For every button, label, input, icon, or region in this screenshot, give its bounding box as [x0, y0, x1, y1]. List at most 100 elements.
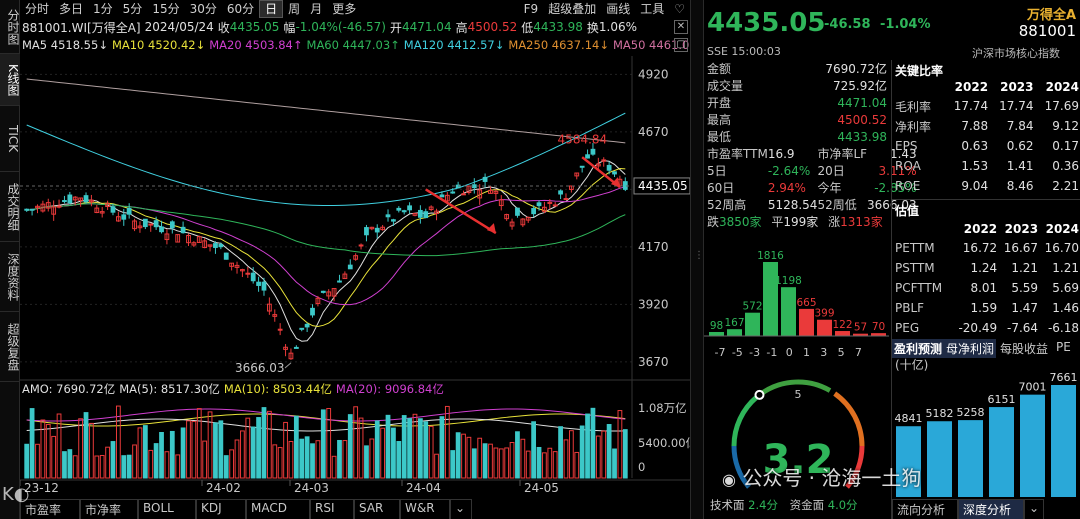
- candle: [396, 207, 402, 211]
- tab-macd[interactable]: MACD: [246, 499, 310, 519]
- volume-bar: [455, 432, 461, 479]
- tab-weekly[interactable]: 周: [288, 2, 301, 16]
- volume-bar: [353, 406, 359, 479]
- sidebar-item-depth[interactable]: 深度资料: [0, 242, 20, 312]
- volume-bar: [40, 419, 46, 479]
- settings-icon[interactable]: ▢: [674, 38, 688, 52]
- forecast-bar: [1051, 385, 1076, 497]
- volume-bar: [520, 438, 526, 479]
- volume-bar: [51, 435, 57, 479]
- tab-forecast[interactable]: 盈利预测: [892, 339, 945, 358]
- tab-wr[interactable]: W&R: [400, 499, 450, 519]
- candle: [245, 272, 251, 275]
- drag-handle-icon[interactable]: ⋮: [694, 250, 704, 261]
- volume-bar: [72, 455, 78, 479]
- tab-30min[interactable]: 30分: [189, 2, 217, 16]
- chevron-down-icon[interactable]: ⌄: [450, 499, 472, 519]
- volume-bar: [331, 455, 337, 479]
- volume-bar: [574, 451, 580, 479]
- tab-eps[interactable]: 每股收益: [1000, 342, 1049, 356]
- stat-label: 市盈率TTM: [707, 147, 768, 161]
- volume-bar: [563, 439, 569, 479]
- tab-daily[interactable]: 日: [259, 0, 284, 18]
- stat-value: 3.11%: [878, 163, 917, 178]
- tab-multiday[interactable]: 多日: [59, 2, 84, 16]
- ma10-line: [26, 168, 626, 328]
- kline-chart[interactable]: 4920467044204170392036703666.034584.8444…: [20, 54, 690, 519]
- panel-splitter[interactable]: ⋮: [690, 0, 704, 519]
- candle: [67, 194, 73, 204]
- volume-bar: [304, 436, 310, 479]
- candle: [266, 303, 272, 312]
- volume-bar: [186, 420, 191, 479]
- candle: [331, 288, 337, 297]
- turn-label: 换: [586, 20, 599, 35]
- stat-label: 60日: [707, 181, 735, 195]
- candle: [520, 218, 526, 226]
- candle: [218, 243, 224, 248]
- tab-pe[interactable]: 市盈率: [20, 499, 80, 519]
- ratio-row: 毛利率 17.74 17.74 17.69: [895, 96, 1079, 116]
- fund-score: 4.0分: [827, 498, 858, 512]
- f9-button[interactable]: F9: [523, 2, 539, 16]
- volume-bar: [423, 421, 429, 479]
- low-annotation-line: [284, 362, 292, 369]
- tools-button[interactable]: 工具: [640, 2, 665, 16]
- ma250-line: [26, 78, 626, 144]
- overlay-button[interactable]: 超级叠加: [548, 2, 597, 16]
- sidebar-item-review[interactable]: 超级复盘: [0, 312, 20, 382]
- tab-1min[interactable]: 1分: [93, 2, 113, 16]
- volume-bar: [283, 421, 288, 479]
- tab-sar[interactable]: SAR: [354, 499, 400, 519]
- candle: [477, 189, 483, 199]
- tab-monthly[interactable]: 月: [310, 2, 323, 16]
- date-tick-label: 24-05: [524, 481, 559, 495]
- tab-5min[interactable]: 5分: [122, 2, 143, 16]
- volume-bars: [24, 405, 628, 479]
- tab-15min[interactable]: 15分: [152, 2, 180, 16]
- stat-label: 今年: [817, 181, 842, 195]
- tab-rsi[interactable]: RSI: [310, 499, 354, 519]
- tab-60min[interactable]: 60分: [226, 2, 255, 16]
- valuation-value: 16.67: [1003, 241, 1039, 255]
- heart-icon[interactable]: ♡: [674, 2, 685, 16]
- arrow-head: [610, 177, 620, 188]
- quote-value: 7690.72亿: [825, 62, 887, 76]
- tab-pb[interactable]: 市净率: [80, 499, 138, 519]
- volume-bar: [207, 411, 213, 479]
- volume-bar: [450, 450, 456, 479]
- tab-pe-forecast[interactable]: PE: [1056, 340, 1071, 354]
- sidebar-item-intraday[interactable]: 分时图: [0, 0, 20, 54]
- chevron-down-icon[interactable]: ⌄: [1024, 499, 1044, 519]
- sidebar-item-trades[interactable]: 成交明细: [0, 172, 20, 242]
- valuation-row: PSTTM 1.24 1.21 1.21: [895, 258, 1079, 278]
- quote-value: 4500.52: [837, 112, 887, 127]
- quote-row: 最高 4500.52: [707, 111, 887, 128]
- volume-bar: [223, 455, 229, 479]
- tab-boll[interactable]: BOLL: [138, 499, 196, 519]
- tab-more[interactable]: 更多: [332, 2, 357, 16]
- candle: [207, 244, 213, 247]
- tab-net-profit[interactable]: 母净利润: [944, 339, 997, 358]
- date-tick-label: 23-12: [24, 481, 59, 495]
- draw-line-button[interactable]: 画线: [606, 2, 631, 16]
- candle: [105, 203, 110, 208]
- candle: [24, 208, 30, 211]
- close-icon[interactable]: ✕: [674, 20, 688, 34]
- volume-bar: [261, 407, 267, 479]
- year-header: 2023: [1000, 80, 1034, 94]
- ratio-row: EPS 0.63 0.62 0.17: [895, 136, 1079, 156]
- security-name: 万得全A: [1026, 8, 1076, 23]
- sidebar-item-kline[interactable]: K线图: [0, 54, 20, 106]
- tab-deep-analysis[interactable]: 深度分析: [958, 499, 1024, 519]
- candle: [568, 185, 574, 190]
- distribution-bar: [835, 331, 850, 336]
- tab-kdj[interactable]: KDJ: [196, 499, 246, 519]
- tab-flow-analysis[interactable]: 流向分析: [892, 499, 958, 519]
- volume-bar: [374, 420, 380, 479]
- tab-intraday[interactable]: 分时: [25, 2, 50, 16]
- sidebar-item-tick[interactable]: TICK: [0, 106, 20, 172]
- distribution-bar: [709, 332, 724, 336]
- fundamentals-column: 关键比率 2022 2023 2024 毛利率 17.74 17.74 17.69 净利率…: [891, 60, 1080, 519]
- forecast-bar: [989, 407, 1014, 497]
